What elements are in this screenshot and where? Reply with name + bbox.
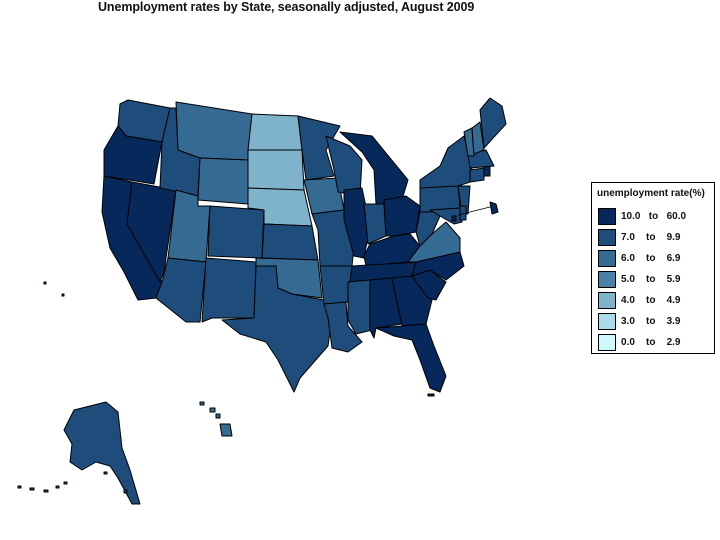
alaska-island-5 [63,481,68,485]
legend: unemployment rate(%) 10.0 to 60.0 7.0 to… [591,182,715,354]
legend-row: 3.0 to 3.9 [598,313,712,331]
alaska-island-8 [43,281,47,285]
state-MS [347,279,373,335]
legend-label: 0.0 to 2.9 [621,337,681,348]
state-WY [197,157,249,205]
dc-callout-marker [489,201,499,215]
page-title: Unemployment rates by State, seasonally … [98,0,475,14]
hawaii-island-1 [199,401,205,406]
state-NM [201,257,257,323]
state-PA [419,183,461,213]
legend-row: 0.0 to 2.9 [598,334,712,352]
state-FL [375,323,447,393]
legend-swatch [598,271,616,288]
legend-label: 4.0 to 4.9 [621,295,681,306]
state-ME [479,97,507,149]
state-SD [247,149,305,191]
dc-callout-line [457,205,495,216]
alaska-island-6 [103,471,108,475]
state-VT [463,127,475,157]
state-LA [323,301,363,353]
legend-label: 5.0 to 5.9 [621,274,681,285]
legend-row: 5.0 to 5.9 [598,271,712,289]
state-OR [103,125,163,185]
alaska-island-3 [43,489,49,493]
legend-swatch [598,334,616,351]
state-HI [219,423,233,437]
state-MT [175,101,253,161]
state-IN [363,203,387,245]
state-TX [221,265,333,393]
alaska-island-2 [29,487,35,491]
state-DE [459,205,467,221]
alaska-island-4 [55,485,60,489]
state-KS [261,223,319,261]
legend-swatch [598,208,616,225]
legend-label: 6.0 to 6.9 [621,253,681,264]
state-RI [483,165,491,177]
state-AK [63,401,141,505]
legend-label: 3.0 to 3.9 [621,316,681,327]
state-AR [319,265,353,305]
state-DC [451,215,457,222]
alaska-island-1 [17,485,22,489]
florida-keys [427,393,435,397]
legend-row: 7.0 to 9.9 [598,229,712,247]
legend-swatch [598,229,616,246]
alaska-island-7 [123,489,128,494]
state-NY [419,135,473,189]
alaska-island-9 [61,293,65,297]
legend-swatch [598,313,616,330]
legend-swatch [598,250,616,267]
legend-swatch [598,292,616,309]
state-NH [471,121,485,155]
hawaii-island-2 [209,407,216,413]
hawaii-island-3 [215,413,221,419]
state-OH [383,195,421,237]
legend-row: 4.0 to 4.9 [598,292,712,310]
legend-row: 6.0 to 6.9 [598,250,712,268]
legend-row: 10.0 to 60.0 [598,208,712,226]
legend-label: 10.0 to 60.0 [621,211,687,222]
state-ND [247,113,303,151]
state-CO [207,205,265,259]
legend-title: unemployment rate(%) [597,188,705,199]
legend-label: 7.0 to 9.9 [621,232,681,243]
state-CT [469,167,485,183]
state-MN [297,115,341,181]
